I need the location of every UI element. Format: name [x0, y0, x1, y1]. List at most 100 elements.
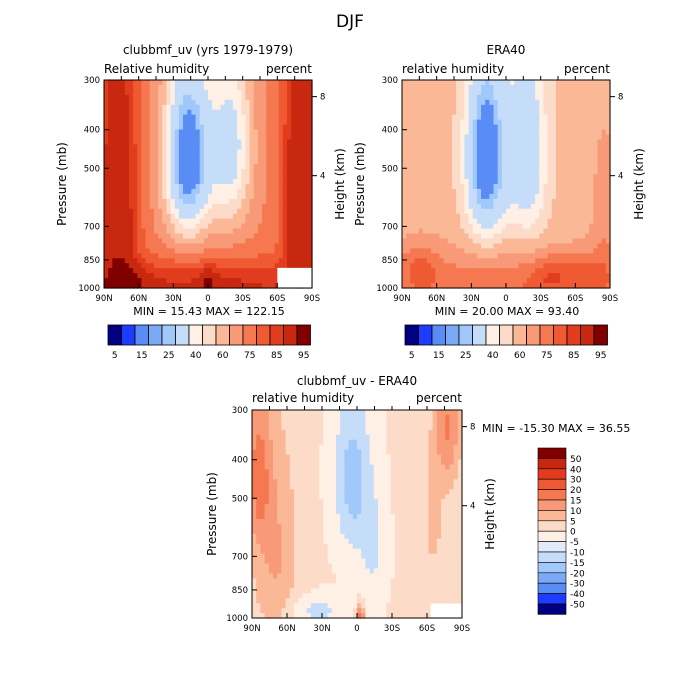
field-cell	[174, 164, 180, 170]
field-cell	[547, 184, 553, 190]
field-cell	[199, 129, 205, 136]
field-cell	[572, 154, 578, 160]
field-cell	[485, 99, 490, 106]
field-cell	[530, 154, 536, 160]
field-cell	[253, 208, 259, 215]
field-cell	[472, 139, 478, 145]
field-cell	[493, 124, 499, 131]
field-cell	[289, 598, 295, 604]
field-cell	[501, 144, 507, 150]
field-cell	[158, 263, 163, 269]
field-cell	[241, 129, 247, 136]
field-cell	[274, 129, 280, 136]
field-cell	[568, 109, 574, 116]
field-cell	[402, 104, 407, 111]
field-cell	[257, 159, 263, 165]
field-cell	[294, 528, 299, 535]
field-cell	[439, 134, 445, 141]
field-cell	[112, 99, 118, 106]
field-cell	[203, 99, 209, 106]
field-cell	[510, 233, 515, 240]
field-cell	[601, 80, 607, 86]
field-cell	[220, 149, 226, 155]
field-cell	[302, 568, 308, 575]
field-cell	[414, 124, 420, 131]
y-tick-label: 300	[382, 76, 398, 86]
field-cell	[291, 80, 296, 86]
field-cell	[576, 218, 582, 225]
field-cell	[489, 253, 495, 259]
field-cell	[497, 253, 503, 259]
field-cell	[298, 563, 303, 570]
field-cell	[266, 124, 271, 131]
field-cell	[547, 233, 553, 240]
field-cell	[289, 499, 295, 505]
field-cell	[472, 154, 478, 160]
field-cell	[137, 253, 143, 259]
field-cell	[493, 243, 499, 249]
colorbar-label: 75	[541, 351, 552, 361]
field-cell	[485, 218, 490, 225]
field-cell	[178, 144, 184, 150]
field-cell	[302, 583, 308, 589]
field-cell	[291, 243, 296, 249]
field-cell	[216, 129, 222, 136]
field-cell	[485, 184, 490, 190]
field-cell	[266, 203, 271, 210]
field-cell	[266, 218, 271, 225]
field-cell	[414, 218, 420, 225]
field-cell	[294, 484, 299, 490]
field-cell	[274, 223, 280, 230]
field-cell	[414, 174, 420, 180]
field-cell	[406, 129, 411, 136]
field-cell	[605, 268, 611, 274]
field-cell	[568, 164, 574, 170]
field-cell	[112, 213, 118, 220]
field-cell	[543, 238, 549, 245]
field-cell	[289, 464, 295, 471]
field-cell	[187, 139, 192, 145]
field-cell	[195, 228, 201, 235]
field-cell	[456, 213, 461, 220]
field-cell	[245, 218, 251, 225]
field-cell	[585, 164, 590, 170]
field-cell	[422, 223, 428, 230]
field-cell	[593, 263, 599, 269]
field-cell	[108, 109, 113, 116]
field-cell	[187, 213, 192, 220]
field-cell	[493, 144, 499, 150]
field-cell	[303, 109, 309, 116]
field-cell	[281, 578, 287, 584]
field-cell	[216, 283, 222, 289]
field-cell	[224, 193, 230, 200]
field-cell	[601, 139, 607, 145]
field-cell	[178, 258, 184, 264]
field-cell	[464, 114, 470, 121]
field-cell	[224, 188, 230, 195]
field-cell	[589, 248, 594, 254]
field-cell	[597, 248, 603, 254]
field-cell	[262, 198, 267, 205]
field-cell	[133, 164, 138, 170]
field-cell	[116, 174, 122, 180]
height-tick-label: 8	[618, 93, 623, 103]
field-cell	[576, 124, 582, 131]
field-cell	[310, 444, 316, 451]
field-cell	[252, 489, 257, 495]
field-cell	[212, 84, 217, 91]
field-cell	[203, 258, 209, 264]
field-cell	[241, 184, 247, 190]
field-cell	[310, 553, 316, 560]
field-cell	[493, 253, 499, 259]
field-cell	[170, 263, 176, 269]
field-cell	[535, 198, 540, 205]
field-cell	[216, 228, 222, 235]
field-cell	[568, 144, 574, 150]
field-cell	[315, 429, 320, 436]
field-cell	[555, 184, 561, 190]
field-cell	[299, 94, 305, 101]
field-cell	[443, 248, 449, 254]
field-cell	[266, 193, 271, 200]
field-cell	[514, 263, 520, 269]
field-cell	[589, 169, 594, 175]
